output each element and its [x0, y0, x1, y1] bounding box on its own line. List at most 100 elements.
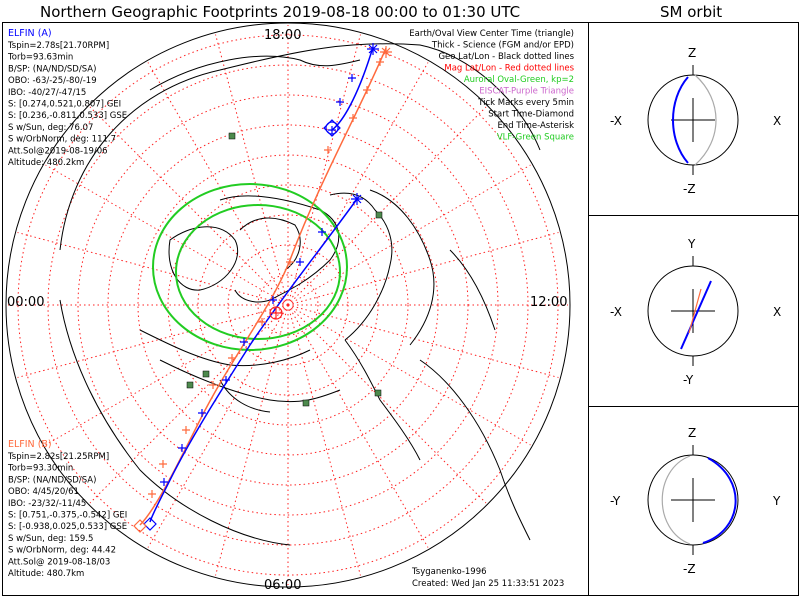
vlf-square: [202, 370, 210, 378]
coastline-hudson: [219, 379, 271, 413]
mag-lon-line: [45, 164, 289, 306]
elfin-b-info-line: Altitude: 480.7km: [8, 569, 84, 579]
mag-lon-line: [287, 232, 559, 306]
end-asterisk: [380, 46, 392, 58]
mag-lon-line: [287, 304, 531, 446]
vlf-square: [374, 389, 382, 397]
mag-lon-line: [287, 62, 429, 306]
coastline-outer-north: [59, 43, 541, 251]
legend-entry: Earth/Oval View Center Time (triangle): [409, 29, 574, 39]
elfin-b-tick: [376, 58, 384, 66]
elfin-a-info-line: S w/Sun, deg: 76.07: [8, 123, 93, 133]
elfin-a-info-line: B/SP: (NA/ND/SD/SA): [8, 64, 96, 74]
elfin-b-tick: [363, 86, 371, 94]
elfin-a-title: ELFIN (A): [8, 28, 52, 39]
orbit-axis-label-left: -X: [610, 305, 622, 319]
elfin-a-tick: [240, 338, 248, 346]
mlt-label-bottom: 06:00: [264, 578, 301, 593]
mag-lon-line: [215, 34, 289, 306]
legend-entry: Geo Lat/Lon - Black dotted lines: [438, 52, 574, 62]
orbit-b-path: [694, 74, 717, 166]
elfin-a-tick: [328, 126, 336, 134]
mlt-label-top: 18:00: [264, 28, 301, 43]
orbit-b-path: [661, 455, 691, 545]
mlt-label-right: 12:00: [530, 295, 567, 310]
coastline-outer-south: [59, 299, 291, 546]
elfin-a-info-line: S: [0.236,-0.811,0.533] GSE: [8, 111, 127, 121]
elfin-a-tick: [336, 98, 344, 106]
mag-lat-circle: [167, 184, 409, 426]
elfin-a-info-line: Altitude: 480.2km: [8, 158, 84, 168]
elfin-b-info-line: S w/Sun, deg: 159.5: [8, 534, 93, 544]
elfin-b-tick: [349, 114, 357, 122]
elfin-a-tick: [318, 228, 326, 236]
mag-lon-line: [215, 304, 289, 576]
elfin-a-track-segment: [331, 46, 374, 131]
elfin-a-tick: [222, 376, 230, 384]
end-asterisk: [351, 193, 363, 205]
figure-title: Northern Geographic Footprints 2019-08-1…: [40, 3, 520, 21]
coastline-outer-east: [419, 359, 531, 541]
orbit-axis-label-bottom: -Y: [683, 373, 694, 387]
vlf-square: [375, 211, 383, 219]
start-diamond: [133, 519, 147, 533]
mag-lon-line: [287, 106, 487, 306]
orbit-title: SM orbit: [660, 3, 722, 21]
end-asterisk: [367, 43, 379, 55]
elfin-b-info-line: S: [-0.938,0.025,0.533] GSE: [8, 522, 127, 532]
elfin-a-info-line: S: [0.274,0.521,0.807] GEI: [8, 100, 121, 110]
credit-text: Tsyganenko-1996: [411, 567, 487, 577]
orbit-axis-label-bottom: -Z: [683, 182, 696, 196]
orbit-a-path: [680, 280, 712, 350]
elfin-b-info-line: S w/OrbNorm, deg: 44.42: [8, 546, 116, 556]
orbit-b-path: [688, 288, 702, 334]
orbit-axis-label-left: -Y: [610, 494, 621, 508]
elfin-a-tick: [296, 258, 304, 266]
elfin-a-info-line: Att.Sol@2019-08-19/06: [8, 146, 108, 156]
legend-entry: Tick Marks every 5min: [477, 98, 574, 108]
elfin-b-tick: [258, 318, 266, 326]
elfin-b-tick: [209, 381, 217, 389]
legend-entry: VLF-Green Square: [497, 133, 574, 143]
legend-entry: EISCAT-Purple Triangle: [479, 87, 574, 97]
elfin-a-info-line: OBO: -63/-25/-80/-19: [8, 76, 97, 86]
created-text: Created: Wed Jan 25 11:33:51 2023: [412, 579, 564, 589]
start-diamond: [323, 119, 341, 137]
elfin-b-tick: [286, 258, 294, 266]
mag-lon-line: [287, 34, 361, 306]
coastline-pacific: [344, 339, 421, 461]
elfin-a-tick: [178, 444, 186, 452]
elfin-b-info-line: Tspin=2.82s[21.25RPM]: [7, 452, 109, 462]
map-boundary: [5, 22, 571, 588]
footprint-tracks: [133, 43, 392, 533]
mag-lon-line: [17, 304, 289, 378]
elfin-b-info-line: IBO: -23/32/-11/45: [8, 499, 86, 509]
elfin-b-info-line: Att.Sol@ 2019-08-18/03: [8, 557, 110, 567]
mag-lon-line: [287, 304, 361, 576]
elfin-a-tick: [198, 409, 206, 417]
elfin-b-tick: [228, 354, 236, 362]
coastline-america-mid: [159, 359, 341, 403]
mlt-label-left: 00:00: [7, 295, 44, 310]
elfin-a-info-line: Torb=93.63min: [7, 53, 73, 63]
legend-entry: Start Time-Diamond: [488, 110, 574, 120]
legend-entry: Thick - Science (FGM and/or EPD): [431, 41, 574, 51]
mag-lon-line: [287, 304, 429, 548]
legend: Earth/Oval View Center Time (triangle) Th…: [409, 29, 574, 143]
auroral-oval-outer: [152, 183, 348, 351]
mag-lon-line: [287, 304, 487, 504]
elfin-a-tick: [160, 478, 168, 486]
orbit-panels: Z -Z -X X Y -Y -X X Z -Z -Y Y: [610, 46, 781, 576]
vlf-stations: [186, 132, 383, 407]
mag-lat-circle: [77, 94, 499, 516]
coastline-asia-east: [369, 189, 435, 346]
mag-lon-line: [45, 304, 289, 446]
elfin-b-tick: [182, 426, 190, 434]
elfin-a-info-line: IBO: -40/27/-47/15: [8, 88, 86, 98]
elfin-a-info-line: S w/OrbNorm, deg: 111.7: [8, 135, 116, 145]
orbit-axis-label-bottom: -Z: [683, 562, 696, 576]
vlf-square: [228, 132, 236, 140]
orbit-a-path: [702, 457, 737, 544]
orbit-panel: Y -Y -X X: [610, 237, 781, 387]
